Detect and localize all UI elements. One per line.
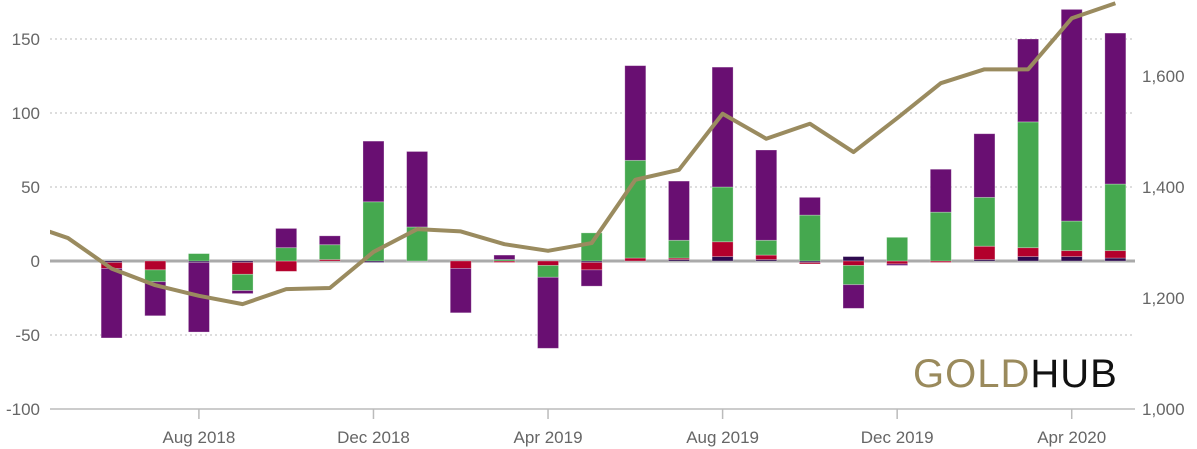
bar-segment-2 [711,241,734,257]
bar-segment-1 [1017,256,1039,262]
left-axis-tick-label: 100 [12,104,40,123]
bar-segment-3 [362,201,385,262]
bar-segment-2 [580,262,603,271]
bar-segment-3 [929,211,952,262]
x-axis-tick-label: Aug 2019 [686,428,759,447]
bar-segment-3 [624,159,647,259]
bar-segment-4 [711,66,734,188]
bar-segment-3 [1060,220,1083,252]
goldhub-logo: GOLDHUB [913,352,1118,397]
gold-price-line [50,1,1117,307]
bar-segment-3 [842,265,865,286]
bar-segment-4 [449,267,472,314]
bar-segment-3 [798,214,821,262]
bar-segment-2 [842,260,865,266]
x-axis-tick-label: Apr 2020 [1037,428,1106,447]
bar-segment-1 [1060,256,1083,262]
bar-segment-4 [1060,8,1083,222]
bar-segment-2 [449,260,472,269]
bar-segment-3 [231,273,254,292]
bar-segment-3 [1104,183,1127,252]
bar-segment-3 [755,239,778,256]
left-axis-tick-label: 150 [12,30,40,49]
bar-segment-4 [798,196,821,216]
bar-segment-3 [668,239,690,259]
left-axis-tick-label: -50 [15,326,40,345]
bar-segment-2 [798,262,821,265]
bar-segment-2 [755,254,778,260]
bar-segment-2 [1060,250,1083,257]
bar-segment-1 [711,256,734,262]
bar-segment-3 [144,269,167,283]
bar-segment-2 [624,257,647,262]
logo-gold: GOLD [913,352,1031,396]
x-axis-tick-label: Dec 2018 [337,428,410,447]
bar-segment-4 [842,284,865,309]
bar-segment-2 [231,262,254,275]
bar-segment-4 [275,228,298,249]
bar-segment-3 [886,236,909,262]
bar-segment-2 [886,260,909,265]
bar-segment-4 [1104,32,1127,185]
bar-segment-1 [1104,257,1127,262]
bar-segment-4 [886,263,909,266]
left-axis-tick-label: -100 [6,400,40,419]
bar-segment-3 [537,265,559,278]
bar-segment-3 [1017,121,1039,249]
bar-segment-4 [406,151,429,228]
bar-segment-4 [231,290,254,294]
bar-segment-3 [711,186,734,243]
bar-segment-2 [144,260,167,271]
bar-segment-4 [1017,38,1039,123]
bar-segment-3 [318,244,341,260]
bar-segment-4 [144,281,167,317]
tick-labels: -100 -50 0 50 100 150 1,000 1,200 1,400 1,600 Aug … [6,30,1185,447]
x-axis-tick-label: Apr 2019 [514,428,583,447]
x-axis-tick-label: Aug 2018 [163,428,236,447]
axes [50,408,1135,419]
bar-segment-2 [1104,250,1127,259]
bar-segment-1 [842,256,865,262]
right-axis-tick-label: 1,000 [1142,400,1185,419]
bar-segment-3 [973,196,996,247]
right-axis-tick-label: 1,600 [1142,67,1185,86]
bar-segment-4 [929,168,952,213]
bar-segment-4 [537,276,559,349]
logo-hub: HUB [1030,352,1118,396]
bar-segment-2 [537,260,559,266]
bar-segment-4 [624,65,647,161]
bar-segment-4 [362,140,385,203]
stacked-bars [100,8,1127,349]
bar-segment-2 [1017,247,1039,257]
x-axis-tick-label: Dec 2019 [861,428,934,447]
gridlines [50,38,1135,336]
bar-segment-4 [973,133,996,198]
right-axis-tick-label: 1,200 [1142,289,1185,308]
bar-segment-3 [406,226,429,262]
bar-segment-3 [188,253,210,262]
bar-segment-4 [580,269,603,287]
price-line [50,1,1117,307]
bar-segment-2 [973,245,996,260]
right-axis-tick-label: 1,400 [1142,178,1185,197]
bar-segment-3 [580,232,603,262]
left-axis-tick-label: 50 [21,178,40,197]
bar-segment-3 [275,247,298,262]
bar-segment-4 [668,180,690,241]
left-axis-tick-label: 0 [31,252,40,271]
bar-segment-4 [318,235,341,246]
bar-segment-4 [100,267,123,339]
bar-segment-4 [755,149,778,241]
bar-segment-4 [493,254,516,260]
bar-segment-2 [275,260,298,272]
